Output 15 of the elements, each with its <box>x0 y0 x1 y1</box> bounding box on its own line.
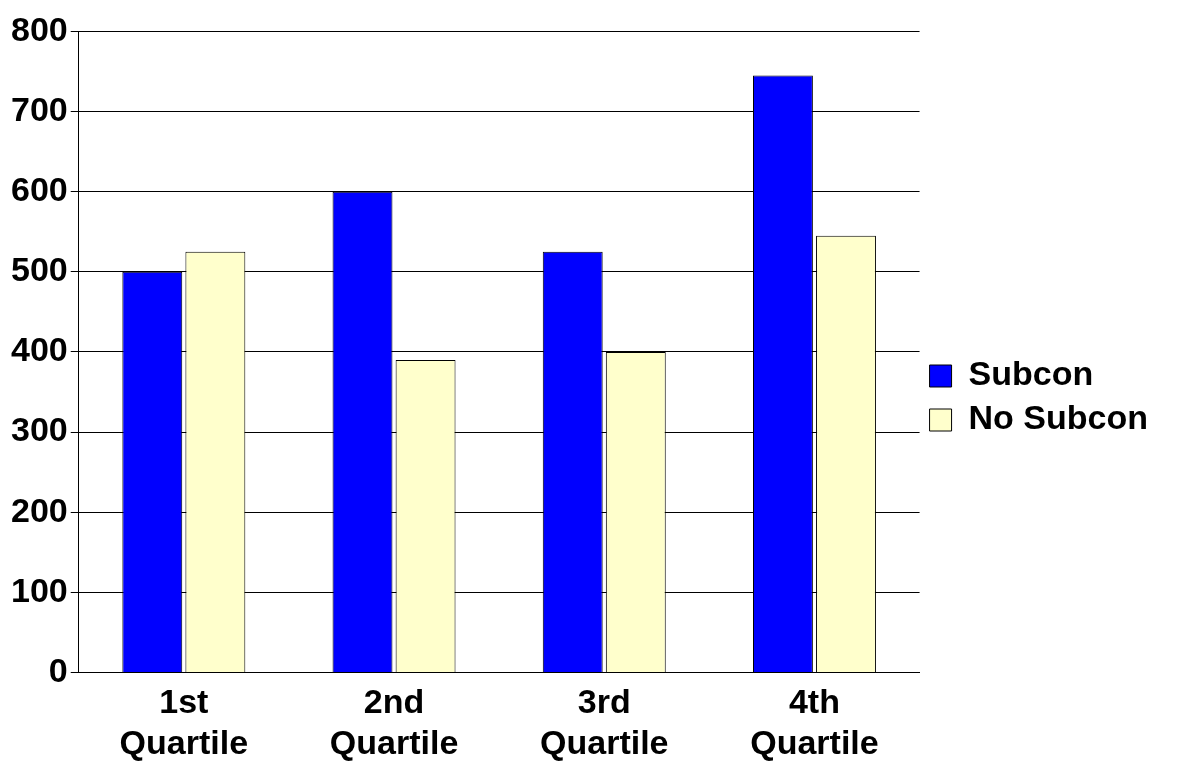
y-tick-label: 700 <box>10 89 68 128</box>
x-tick-label: 1st Quartile <box>119 682 249 761</box>
y-tick-label: 400 <box>10 330 68 369</box>
x-tick-label: 2nd Quartile <box>329 682 459 761</box>
x-tick-label: 3rd Quartile <box>540 682 669 761</box>
y-tick-label: 0 <box>48 650 68 689</box>
y-tick-label: 600 <box>10 170 68 209</box>
x-tick-label: 4th Quartile <box>750 682 879 761</box>
y-tick-label: 800 <box>10 9 68 48</box>
y-tick-label: 200 <box>10 490 68 529</box>
legend-label: Subcon <box>968 354 1094 393</box>
y-tick-label: 300 <box>10 410 68 449</box>
y-tick-label: 500 <box>10 250 68 289</box>
legend-label: No Subcon <box>968 398 1149 437</box>
y-tick-label: 100 <box>10 570 68 609</box>
